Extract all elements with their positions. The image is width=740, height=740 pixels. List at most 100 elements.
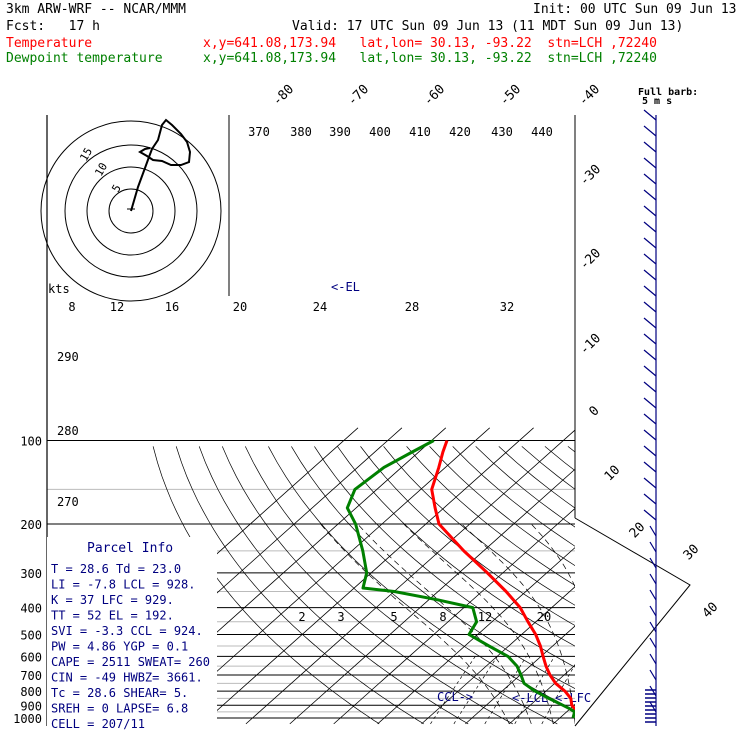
wind-barb [649, 653, 657, 665]
isotherm-label: 0 [586, 403, 602, 419]
isotherm-label: -10 [577, 331, 604, 358]
init-time: Init: 00 UTC Sun 09 Jun 13 [533, 2, 737, 17]
isotherm-label: 10 [602, 463, 624, 485]
wind-barb [643, 253, 657, 265]
wind-barb [643, 509, 657, 521]
parcel-info-row: CIN = -49 HWBZ= 3661. [51, 671, 203, 685]
mixing-ratio-line [514, 656, 555, 725]
dry-adiabat [498, 446, 575, 509]
dry-adiabat [198, 446, 469, 725]
wind-barb [643, 413, 657, 425]
dry-adiabat [383, 446, 575, 606]
level-marker-lfc: <-LFC [555, 691, 591, 705]
dry-adiabat [637, 446, 740, 724]
wind-barb [643, 221, 657, 233]
theta-label: 290 [57, 350, 79, 364]
wind-barb [643, 477, 657, 489]
isotherm-line [421, 586, 575, 725]
isotherm-label: -40 [576, 82, 603, 109]
dry-adiabat [452, 446, 575, 547]
dry-adiabat [360, 446, 575, 626]
dry-adiabat [475, 446, 575, 528]
pressure-tick-label: 800 [20, 685, 42, 699]
level-marker-lcl: <-LCL [512, 691, 548, 705]
theta-label: 400 [369, 125, 391, 139]
mixing-ratio-label: 5 [390, 610, 397, 624]
parcel-info-panel: Parcel Info T = 28.6 Td = 23.0 LI = -7.8 L… [47, 537, 217, 731]
theta-label: 280 [57, 424, 79, 438]
isotherm-line [685, 428, 740, 724]
mixing-ratio-label: 8 [439, 610, 446, 624]
wind-barb [643, 285, 657, 297]
dry-adiabat [337, 446, 575, 647]
wind-barb [643, 125, 657, 137]
wind-barb [649, 589, 657, 601]
dewpoint-trace [345, 439, 575, 719]
mixing-ratio-label: 12 [478, 610, 492, 624]
hodograph-ring [108, 188, 154, 234]
pressure-tick-label: 600 [20, 650, 42, 664]
isotherm-label: -60 [421, 82, 448, 109]
moist-adiabat [601, 524, 622, 724]
dry-adiabat [429, 446, 575, 567]
parcel-info-row: PW = 4.86 YGP = 0.1 [51, 640, 188, 654]
pressure-tick-label: 100 [20, 435, 42, 449]
parcel-info-row: CAPE = 2511 SWEAT= 260 [51, 655, 210, 669]
dry-adiabat [221, 446, 513, 725]
parcel-info-row: K = 37 LFC = 929. [51, 593, 174, 607]
theta-label: 440 [531, 125, 553, 139]
parcel-info-row: SREH = 0 LAPSE= 6.8 [51, 702, 188, 716]
wind-barb [643, 173, 657, 185]
hodograph-trace [130, 118, 192, 212]
theta-label: 420 [449, 125, 471, 139]
wind-barb [643, 349, 657, 361]
wind-barb [643, 189, 657, 201]
wind-barb [643, 301, 657, 313]
pressure-tick-label: 900 [20, 699, 42, 713]
parcel-panel-bg [47, 537, 217, 727]
pressure-tick-label: 200 [20, 518, 42, 532]
sounding-traces [345, 439, 575, 719]
wind-barb [643, 365, 657, 377]
wind-barbs [643, 109, 657, 726]
temperature-trace [430, 439, 575, 711]
isotherm-label: -20 [577, 246, 604, 273]
pressure-tick-label: 400 [20, 602, 42, 616]
theta-label: 390 [329, 125, 351, 139]
dry-adiabat [567, 446, 575, 453]
hodograph-ring [40, 120, 222, 302]
dry-adiabat [291, 446, 575, 690]
wind-barb [643, 445, 657, 457]
wind-barb [643, 205, 657, 217]
pressure-tick-label: 700 [20, 669, 42, 683]
isotherm-label: -80 [270, 82, 297, 109]
theta-label: 270 [57, 495, 79, 509]
parcel-info-row: Tc = 28.6 SHEAR= 5. [51, 686, 188, 700]
wind-barb [643, 333, 657, 345]
wind-barb [649, 621, 657, 633]
isotherm-line [333, 507, 575, 725]
wind-barb [649, 669, 657, 681]
parcel-info-row: LI = -7.8 LCL = 928. [51, 578, 196, 592]
wind-barb [643, 157, 657, 169]
wind-barb [649, 637, 657, 649]
wind-barb [643, 237, 657, 249]
hodograph-units-label: kts [48, 282, 70, 296]
parcel-info-row: T = 28.6 Td = 23.0 [51, 562, 181, 576]
pressure-tick-label: 300 [20, 567, 42, 581]
moist-adiabat [357, 523, 532, 725]
dry-adiabat [244, 446, 558, 725]
wind-barb [643, 317, 657, 329]
isotherm-label: 40 [700, 600, 722, 622]
speed-scale-label: 16 [165, 300, 179, 314]
theta-label: 380 [290, 125, 312, 139]
isotherm-line [509, 664, 575, 725]
dry-adiabat [614, 446, 740, 724]
isotherm-line [245, 429, 575, 725]
isotherm-label: 20 [627, 520, 649, 542]
speed-scale-label: 32 [500, 300, 514, 314]
valid-time: Valid: 17 UTC Sun 09 Jun 13 (11 MDT Sun … [292, 19, 684, 34]
wind-barb [643, 461, 657, 473]
